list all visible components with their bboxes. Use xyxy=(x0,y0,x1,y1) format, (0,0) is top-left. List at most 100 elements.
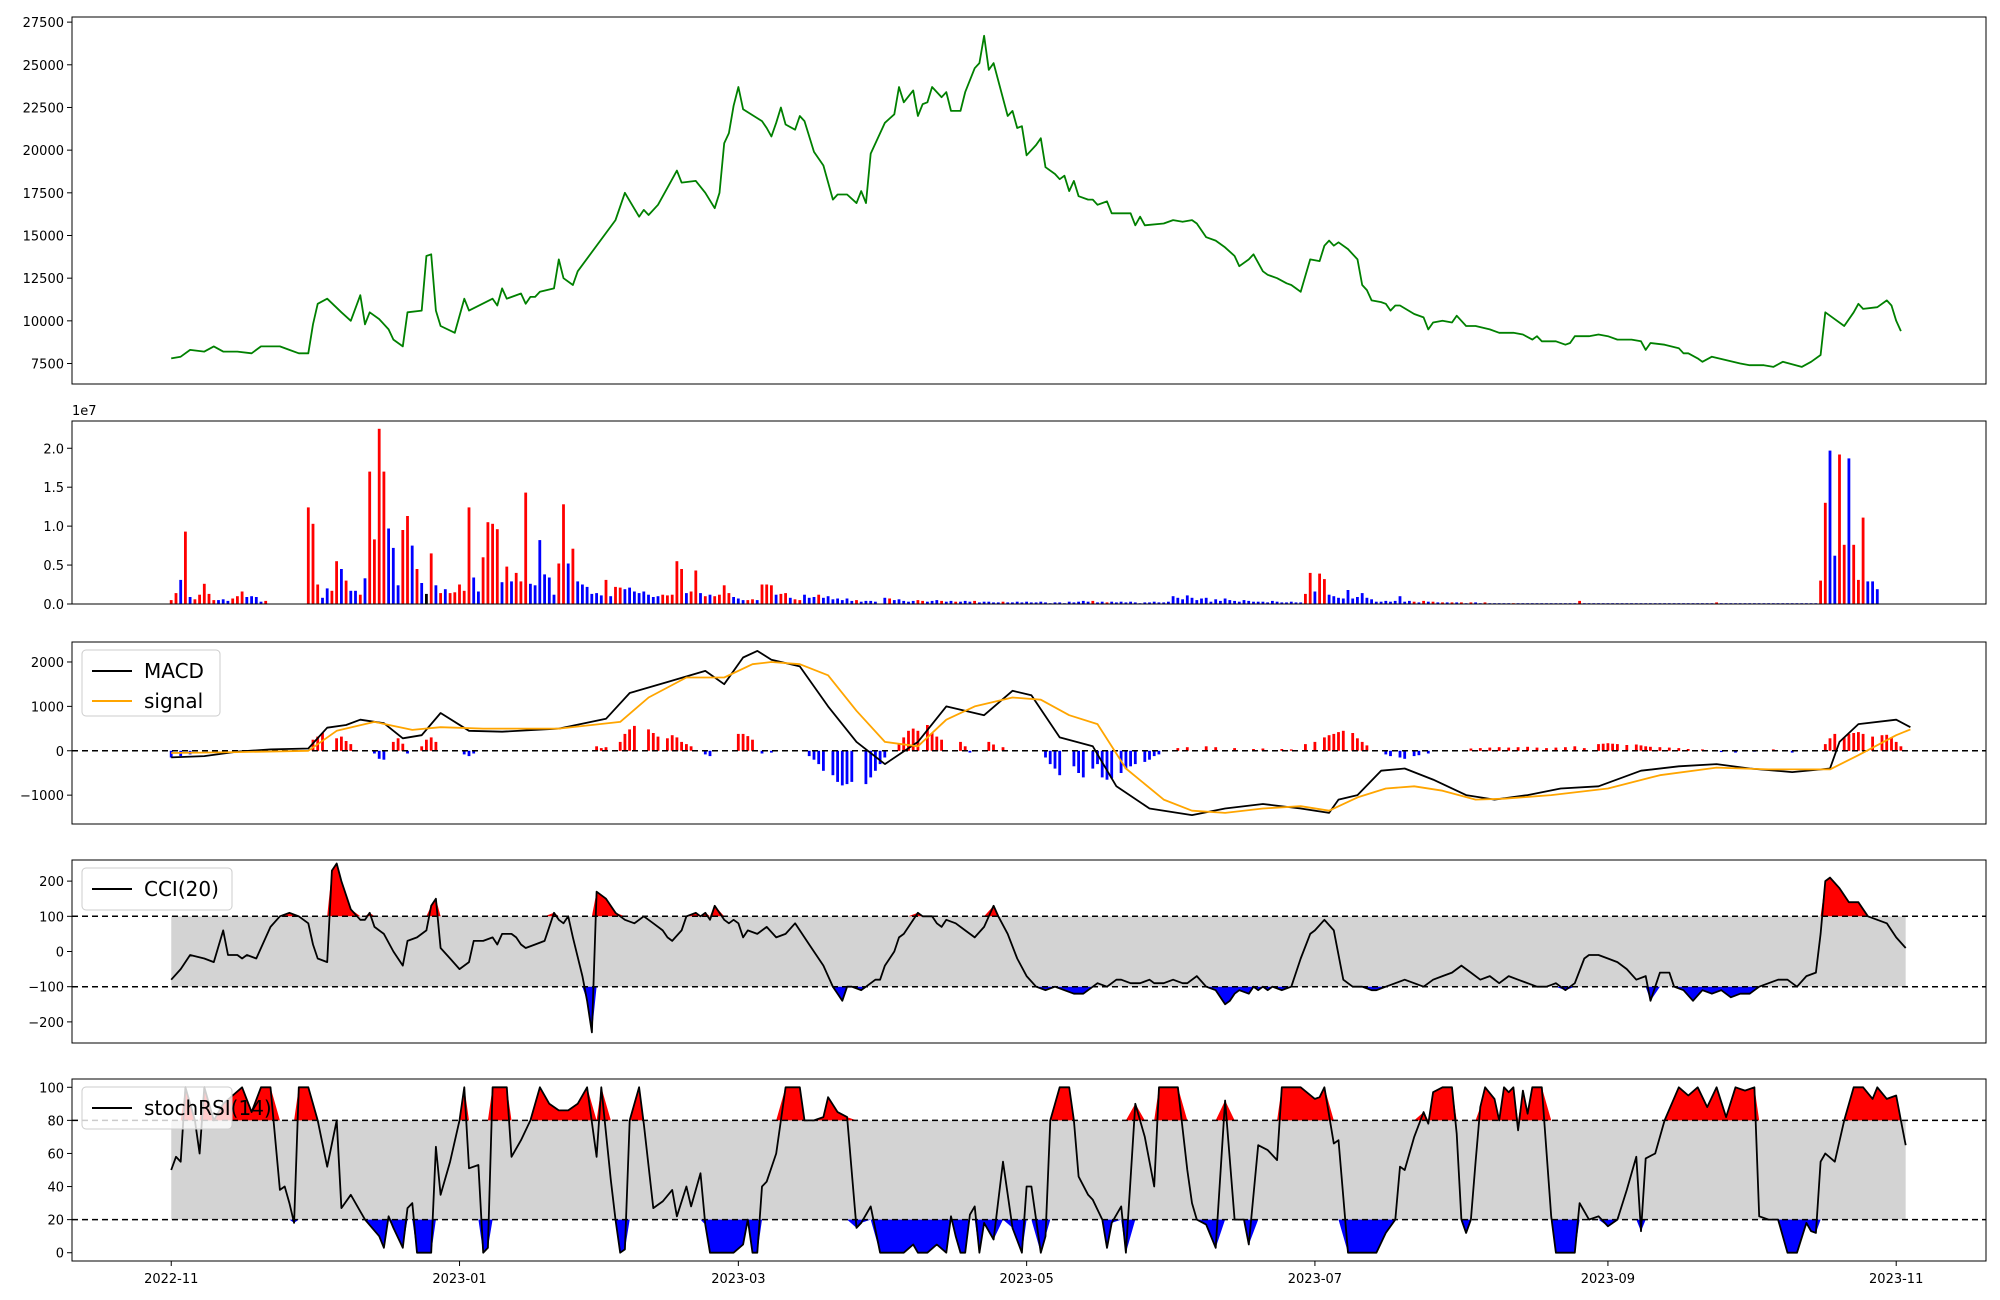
volume-bar xyxy=(1271,600,1274,604)
volume-bar xyxy=(264,600,268,604)
volume-bar xyxy=(396,585,400,604)
volume-bar xyxy=(859,601,863,604)
macd-histogram-bar xyxy=(1469,748,1473,751)
volume-bar xyxy=(477,591,480,604)
volume-bar xyxy=(987,601,991,604)
volume-bar xyxy=(703,596,707,604)
volume-bar xyxy=(316,584,320,604)
macd-histogram-bar xyxy=(1280,749,1284,751)
volume-bar xyxy=(425,593,428,604)
volume-bar xyxy=(1289,601,1293,604)
volume-bar xyxy=(174,593,178,604)
volume-bar xyxy=(1469,602,1473,604)
signal-line xyxy=(171,661,1911,814)
volume-bar xyxy=(755,600,759,604)
macd-histogram-bar xyxy=(1323,737,1326,751)
macd-histogram-bar xyxy=(1507,747,1511,751)
overbought-fill xyxy=(171,1087,1906,1121)
legend-box xyxy=(81,867,233,911)
volume-bar xyxy=(1148,602,1151,604)
volume-bar xyxy=(1256,601,1260,604)
volume-bar xyxy=(1143,602,1147,604)
macd-histogram-bar xyxy=(1001,747,1005,751)
volume-bar xyxy=(198,594,201,604)
volume-bar xyxy=(240,591,244,604)
macd-histogram-bar xyxy=(1110,750,1114,779)
volume-bar xyxy=(1020,602,1024,604)
volume-bar xyxy=(996,602,1000,604)
macd-histogram-bar xyxy=(628,729,631,751)
volume-bar xyxy=(1204,597,1208,604)
macd-histogram-bar xyxy=(425,739,428,751)
macd-histogram-bar xyxy=(1857,732,1860,751)
volume-bar xyxy=(1875,589,1879,604)
volume-bar xyxy=(604,579,608,604)
volume-bar xyxy=(1181,599,1184,604)
volume-bar xyxy=(1081,600,1085,604)
volume-bar xyxy=(869,600,873,604)
y-tick-label: 0 xyxy=(56,946,64,961)
macd-histogram-bar xyxy=(1091,750,1095,769)
macd-histogram-bar xyxy=(1403,750,1407,759)
volume-bar xyxy=(1006,602,1010,604)
macd-histogram-bar xyxy=(1861,733,1865,751)
volume-bar xyxy=(1578,600,1581,604)
volume-bar xyxy=(921,600,924,604)
volume-bar xyxy=(1237,601,1241,604)
volume-bar xyxy=(221,599,225,604)
volume-bar xyxy=(1483,602,1487,604)
volume-bar xyxy=(571,548,575,604)
volume-bar xyxy=(1157,602,1161,604)
macd-histogram-bar xyxy=(429,737,433,751)
y-tick-label: 0 xyxy=(56,745,64,760)
price-line xyxy=(171,34,1902,368)
volume-bar xyxy=(1162,602,1166,604)
volume-bar xyxy=(746,600,750,604)
macd-histogram-bar xyxy=(651,733,655,751)
macd-histogram-bar xyxy=(760,750,764,754)
volume-bar xyxy=(217,600,220,604)
volume-bar xyxy=(897,599,901,604)
volume-bar xyxy=(1105,602,1109,604)
macd-histogram-bar xyxy=(1412,750,1416,757)
macd-histogram-bar xyxy=(1677,748,1681,751)
macd-histogram-bar xyxy=(1497,747,1501,751)
macd-histogram-bar xyxy=(1601,743,1605,751)
volume-bar xyxy=(1275,601,1279,604)
volume-bar xyxy=(566,563,570,604)
stochrsi-panel: 0 20 40 60 80 100 stochRSI(14) xyxy=(39,1078,1987,1262)
volume-bar xyxy=(1195,600,1199,604)
macd-histogram-bar xyxy=(689,746,693,751)
macd-histogram-bar xyxy=(618,741,622,751)
volume-bar xyxy=(1332,596,1336,604)
macd-histogram-bar xyxy=(1304,744,1307,751)
volume-bar xyxy=(1323,579,1326,604)
macd-histogram-bar xyxy=(666,738,669,751)
overbought-fill xyxy=(171,863,1906,917)
macd-histogram-bar xyxy=(1129,750,1132,767)
volume-bar xyxy=(831,599,835,604)
volume-bar xyxy=(618,587,622,604)
volume-bar xyxy=(822,597,825,604)
volume-bar xyxy=(963,600,967,604)
macd-histogram-bar xyxy=(1667,747,1671,751)
price-panel: 7500 10000 12500 15000 17500 20000 22500 25000 2… xyxy=(23,16,1987,385)
macd-histogram-bar xyxy=(845,750,849,785)
volume-bar xyxy=(486,522,490,604)
volume-bar xyxy=(590,593,594,604)
volume-bar xyxy=(1110,601,1114,604)
volume-bar xyxy=(179,579,183,604)
volume-bar xyxy=(633,591,636,604)
macd-histogram-bar xyxy=(1072,750,1076,767)
volume-bar xyxy=(930,600,934,604)
volume-bar xyxy=(954,601,958,604)
volume-bar xyxy=(1209,601,1213,604)
volume-bar xyxy=(1460,602,1463,604)
neutral-band xyxy=(171,1120,1906,1220)
volume-bar xyxy=(1313,591,1317,604)
macd-histogram-bar xyxy=(434,741,438,751)
legend-label: CCI(20) xyxy=(144,877,219,901)
volume-bar xyxy=(1304,593,1307,604)
volume-bar xyxy=(935,600,939,604)
